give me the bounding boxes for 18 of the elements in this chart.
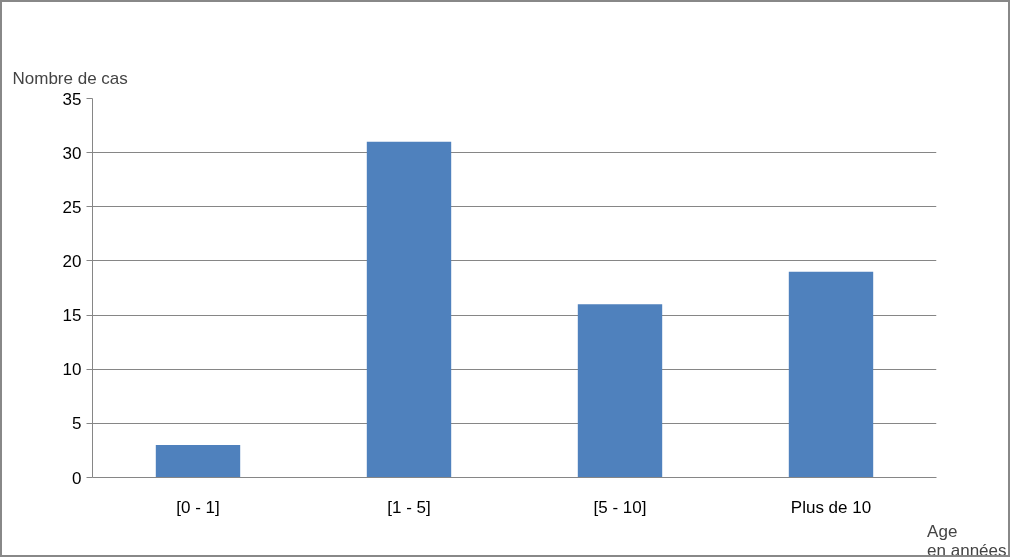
bar — [366, 141, 452, 478]
x-axis-title: Age en années — [927, 521, 1007, 559]
y-tick-label: 35 — [62, 89, 82, 109]
x-tick-label: [0 - 1] — [176, 497, 220, 517]
x-tick-label: Plus de 10 — [790, 497, 872, 517]
y-tick-label: 0 — [72, 468, 82, 488]
bar — [788, 271, 874, 478]
x-tick-label: [5 - 10] — [593, 497, 647, 517]
y-tick-label: 30 — [62, 143, 82, 163]
y-axis-title: Nombre de cas — [12, 68, 128, 88]
bar — [577, 304, 663, 478]
y-tick-label: 5 — [72, 414, 82, 434]
y-tick-label: 20 — [62, 251, 82, 271]
y-tick-label: 15 — [62, 306, 82, 326]
y-tick-label: 10 — [62, 360, 82, 380]
y-tick-label: 25 — [62, 197, 82, 217]
x-tick-label: [1 - 5] — [387, 497, 431, 517]
bar — [155, 445, 241, 478]
